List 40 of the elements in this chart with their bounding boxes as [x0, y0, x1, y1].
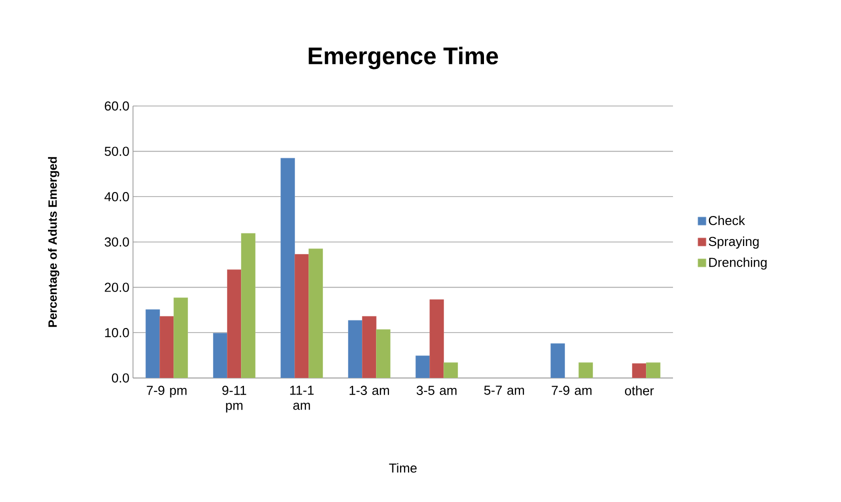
y-tick-label: 10.0 — [105, 328, 129, 338]
y-tick-label: 20.0 — [104, 282, 129, 292]
y-tick-label: 60.0 — [104, 101, 129, 111]
legend-label: Drenching — [709, 257, 767, 270]
bar — [430, 299, 444, 378]
bar — [376, 329, 390, 378]
x-tick-label: 11-1 am — [290, 386, 314, 410]
bar — [646, 362, 660, 378]
bar — [348, 320, 362, 378]
bar — [294, 254, 309, 378]
bar — [280, 158, 295, 378]
legend-label: Spraying — [708, 236, 759, 249]
bar — [241, 233, 256, 378]
bar — [550, 343, 565, 378]
bar — [632, 363, 646, 378]
bar — [416, 356, 430, 378]
x-tick-label: 9-11 pm — [222, 386, 246, 413]
y-tick-label: 40.0 — [104, 192, 129, 202]
y-tick-label: 0.0 — [112, 373, 129, 383]
x-axis-title: Time — [389, 463, 417, 473]
x-tick-label: 7-9 pm — [146, 386, 186, 398]
bar — [160, 316, 174, 378]
y-tick-label: 50.0 — [104, 146, 129, 156]
bar — [362, 316, 376, 378]
chart-title: Emergence Time — [308, 46, 498, 70]
x-tick-label: 1-3 am — [350, 386, 389, 395]
x-tick-label: 3-5 am — [416, 386, 456, 395]
bar — [174, 298, 188, 378]
bar — [227, 269, 242, 378]
x-tick-label: other — [624, 386, 654, 396]
bar — [308, 248, 323, 378]
bar — [213, 332, 228, 378]
bar — [146, 309, 160, 378]
y-axis-title: Percentage of Aduts Emerged — [48, 157, 60, 327]
bar — [578, 362, 593, 378]
legend-label: Check — [708, 216, 746, 226]
x-tick-label: 7-9 am — [552, 386, 592, 395]
x-tick-label: 5-7 am — [484, 386, 524, 395]
y-tick-label: 30.0 — [104, 237, 129, 247]
bar — [444, 362, 458, 378]
